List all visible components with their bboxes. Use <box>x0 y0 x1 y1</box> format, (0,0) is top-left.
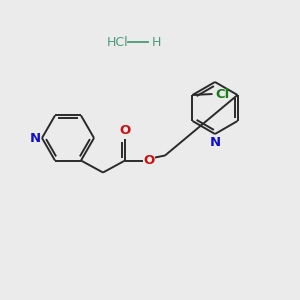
Text: H: H <box>151 35 161 49</box>
Text: Cl: Cl <box>215 88 230 100</box>
Text: O: O <box>143 154 155 167</box>
Text: N: N <box>209 136 220 148</box>
Text: O: O <box>119 124 130 137</box>
Text: N: N <box>29 131 40 145</box>
Text: HCl: HCl <box>107 35 129 49</box>
